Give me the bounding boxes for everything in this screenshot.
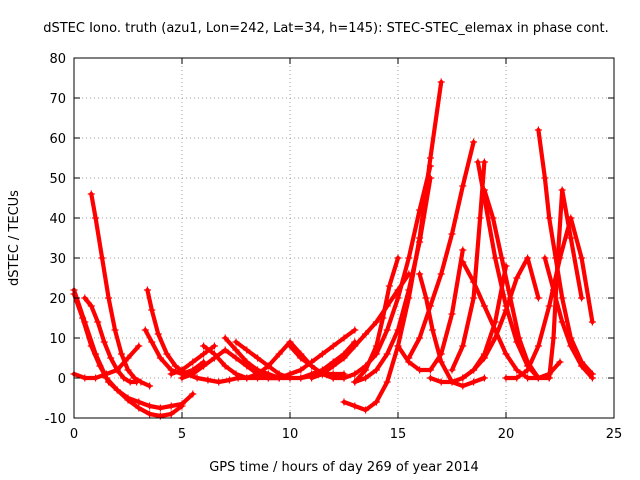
y-tick-label: 20 [49,292,66,307]
x-tick-label: 5 [178,427,186,442]
y-tick-label: 30 [49,252,66,267]
y-tick-label: 80 [49,52,66,67]
data-point-marker [481,159,488,166]
grid [74,58,614,418]
x-axis-label: GPS time / hours of day 269 of year 2014 [209,460,479,475]
data-point-marker [550,335,557,342]
x-tick-label: 20 [498,427,515,442]
series-sat-af [535,127,596,378]
chart-title: dSTEC Iono. truth (azu1, Lon=242, Lat=34… [43,21,609,36]
y-tick-label: 40 [49,212,66,227]
x-tick-label: 25 [606,427,623,442]
y-tick-label: 50 [49,172,66,187]
series-layer [71,79,596,420]
y-tick-label: 60 [49,132,66,147]
data-point-marker [503,375,510,382]
y-tick-label: -10 [45,412,66,427]
chart: dSTEC Iono. truth (azu1, Lon=242, Lat=34… [0,0,640,480]
data-point-marker [541,175,548,182]
plot-frame [74,58,614,418]
y-axis-label: dSTEC / TECUs [7,190,22,286]
x-tick-label: 15 [390,427,407,442]
y-tick-label: 0 [58,372,66,387]
series-line [538,130,592,374]
series-line [452,162,484,370]
series-sat-t [341,79,445,414]
y-tick-label: 10 [49,332,66,347]
data-point-marker [477,215,484,222]
series-sat-q [308,271,412,382]
x-tick-label: 10 [282,427,299,442]
y-tick-label: 70 [49,92,66,107]
x-tick-label: 0 [70,427,78,442]
series-line [91,194,149,386]
series-line [344,82,441,410]
